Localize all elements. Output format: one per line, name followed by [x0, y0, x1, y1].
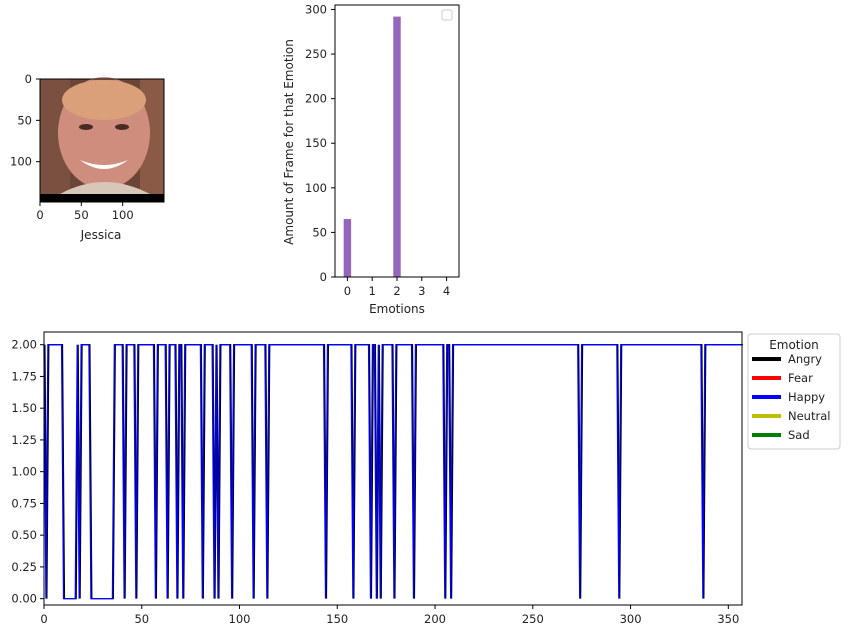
- image-ytick-label: 0: [25, 72, 32, 86]
- line-ytick-label: 1.50: [11, 401, 37, 415]
- line-xtick-label: 50: [134, 612, 149, 626]
- bar-ytick-label: 200: [305, 92, 327, 106]
- line-xtick-label: 200: [424, 612, 446, 626]
- line-xtick-label: 350: [717, 612, 739, 626]
- line-xtick-label: 250: [522, 612, 544, 626]
- face-image-panel: 0 50 100 0 50 100 Jessica: [10, 72, 165, 242]
- line-ytick-label: 0.25: [11, 560, 37, 574]
- bar-ylabel: Amount of Frame for that Emotion: [282, 39, 296, 245]
- bar-ytick-label: 100: [305, 181, 327, 195]
- series-line-happy: [43, 344, 742, 600]
- line-ytick-label: 0.50: [11, 528, 37, 542]
- bar-xlabel: Emotions: [369, 302, 425, 316]
- line-xtick-label: 100: [229, 612, 251, 626]
- bar-xtick-label: 0: [344, 284, 351, 298]
- legend-title: Emotion: [769, 338, 819, 352]
- bar-xtick-label: 3: [418, 284, 425, 298]
- line-ytick-label: 1.00: [11, 465, 37, 479]
- face-image: [40, 77, 164, 202]
- line-chart-panel: 0 50 100 150 200 250 300 350 0.00 0.25 0.50 0.75 1.0…: [11, 331, 841, 626]
- image-xtick-label: 100: [112, 208, 134, 222]
- bar-xtick-label: 1: [369, 284, 376, 298]
- legend-label-happy: Happy: [788, 390, 825, 404]
- bar: [343, 219, 352, 277]
- line-legend: Emotion Angry Fear Happy Neutral Sad: [747, 333, 841, 450]
- bar-ytick-label: 0: [320, 270, 327, 284]
- legend-label-fear: Fear: [788, 371, 813, 385]
- image-ytick-label: 50: [17, 113, 32, 127]
- line-ytick-label: 1.75: [11, 369, 37, 383]
- legend-label-sad: Sad: [788, 428, 810, 442]
- image-xtick-label: 50: [74, 208, 89, 222]
- line-axes-frame: [43, 331, 743, 606]
- image-xtick-label: 0: [36, 208, 43, 222]
- line-xtick-label: 0: [40, 612, 47, 626]
- bar-ytick-label: 150: [305, 136, 327, 150]
- bar-xtick-label: 4: [443, 284, 450, 298]
- bar-chart-panel: 0 1 2 3 4 0 50 100 150 200 250 300 Emotions Amount …: [282, 2, 460, 316]
- legend-label-angry: Angry: [788, 352, 822, 366]
- bar-ytick-label: 300: [305, 2, 327, 16]
- image-ytick-label: 100: [10, 155, 32, 169]
- line-xtick-label: 150: [326, 612, 348, 626]
- image-xlabel: Jessica: [80, 228, 122, 242]
- bar: [393, 16, 401, 277]
- line-ytick-label: 0.75: [11, 496, 37, 510]
- line-ytick-label: 2.00: [11, 338, 37, 352]
- bar-legend-box: [441, 9, 453, 21]
- bar-xtick-label: 2: [393, 284, 400, 298]
- legend-label-neutral: Neutral: [788, 409, 830, 423]
- bar-ytick-label: 50: [312, 225, 327, 239]
- line-ytick-label: 0.00: [11, 592, 37, 606]
- line-ytick-label: 1.25: [11, 433, 37, 447]
- bar-ytick-label: 250: [305, 47, 327, 61]
- line-xtick-label: 300: [620, 612, 642, 626]
